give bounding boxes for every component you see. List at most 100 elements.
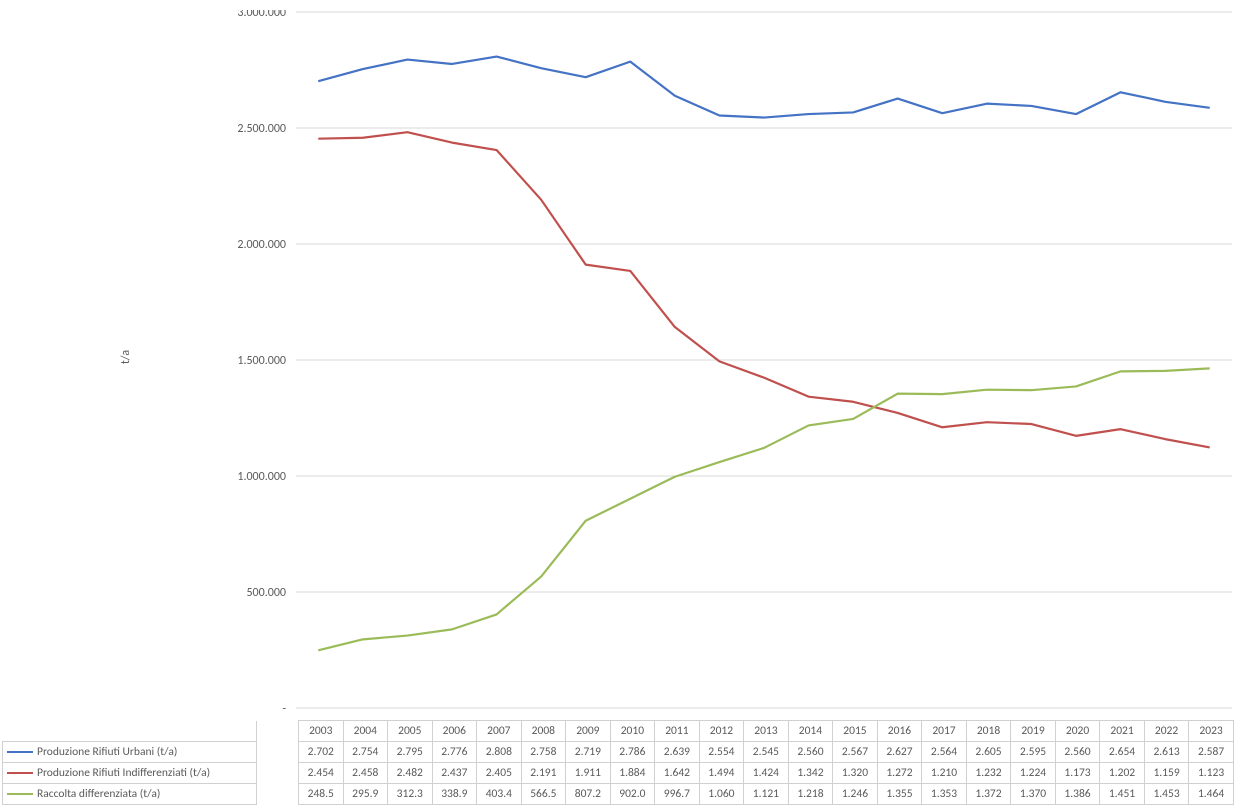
data-cell: 1.372 xyxy=(966,784,1011,805)
legend-swatch xyxy=(7,772,33,774)
y-tick-label: - xyxy=(282,702,286,710)
year-header: 2023 xyxy=(1189,721,1234,742)
data-cell: 1.121 xyxy=(744,784,789,805)
data-cell: 1.218 xyxy=(788,784,833,805)
data-cell: 295.9 xyxy=(343,784,388,805)
data-cell: 1.060 xyxy=(699,784,744,805)
series-name-text: Raccolta differenziata (t/a) xyxy=(37,787,160,801)
year-header: 2005 xyxy=(388,721,433,742)
data-cell: 2.458 xyxy=(343,763,388,784)
data-cell: 1.320 xyxy=(833,763,878,784)
year-header: 2021 xyxy=(1100,721,1145,742)
series-line xyxy=(318,57,1209,118)
data-cell: 2.758 xyxy=(521,742,566,763)
data-cell: 1.386 xyxy=(1055,784,1100,805)
data-cell: 2.754 xyxy=(343,742,388,763)
year-header: 2006 xyxy=(432,721,477,742)
data-cell: 1.210 xyxy=(922,763,967,784)
series-line xyxy=(318,368,1209,650)
y-axis-title: t/a xyxy=(119,350,133,364)
year-header: 2009 xyxy=(566,721,611,742)
year-header: 2004 xyxy=(343,721,388,742)
series-label: Raccolta differenziata (t/a) xyxy=(3,784,257,805)
series-line xyxy=(318,132,1209,447)
data-cell: 2.554 xyxy=(699,742,744,763)
series-name-text: Produzione Rifiuti Indifferenziati (t/a) xyxy=(37,766,210,780)
data-cell: 1.272 xyxy=(877,763,922,784)
year-header: 2020 xyxy=(1055,721,1100,742)
data-cell: 2.545 xyxy=(744,742,789,763)
data-cell: 2.482 xyxy=(388,763,433,784)
data-cell: 1.370 xyxy=(1011,784,1056,805)
line-chart-svg: -500.0001.000.0001.500.0002.000.0002.500… xyxy=(190,10,1233,710)
data-cell: 2.795 xyxy=(388,742,433,763)
data-table: 2003200420052006200720082009201020112012… xyxy=(2,720,1234,805)
legend-swatch xyxy=(7,793,33,795)
data-cell: 2.808 xyxy=(477,742,522,763)
series-name-text: Produzione Rifiuti Urbani (t/a) xyxy=(37,745,177,759)
data-cell: 2.405 xyxy=(477,763,522,784)
data-cell: 2.639 xyxy=(655,742,700,763)
data-cell: 2.587 xyxy=(1189,742,1234,763)
year-header: 2017 xyxy=(922,721,967,742)
data-cell: 2.654 xyxy=(1100,742,1145,763)
year-header: 2022 xyxy=(1144,721,1189,742)
data-cell: 1.353 xyxy=(922,784,967,805)
y-tick-label: 500.000 xyxy=(246,586,286,600)
year-header: 2013 xyxy=(744,721,789,742)
data-cell: 807.2 xyxy=(566,784,611,805)
data-cell: 1.464 xyxy=(1189,784,1234,805)
legend-swatch xyxy=(7,751,33,753)
year-header: 2007 xyxy=(477,721,522,742)
data-cell: 1.246 xyxy=(833,784,878,805)
data-cell: 2.786 xyxy=(610,742,655,763)
year-header: 2016 xyxy=(877,721,922,742)
data-cell: 403.4 xyxy=(477,784,522,805)
year-header: 2018 xyxy=(966,721,1011,742)
data-cell: 2.595 xyxy=(1011,742,1056,763)
chart-area: -500.0001.000.0001.500.0002.000.0002.500… xyxy=(190,10,1233,710)
y-tick-label: 2.500.000 xyxy=(237,122,286,136)
y-tick-label: 3.000.000 xyxy=(237,10,286,20)
data-cell: 902.0 xyxy=(610,784,655,805)
year-header: 2012 xyxy=(699,721,744,742)
year-header: 2010 xyxy=(610,721,655,742)
data-cell: 1.494 xyxy=(699,763,744,784)
year-header: 2019 xyxy=(1011,721,1056,742)
year-header: 2003 xyxy=(299,721,344,742)
chart-container: t/a -500.0001.000.0001.500.0002.000.0002… xyxy=(0,0,1235,810)
data-cell: 1.202 xyxy=(1100,763,1145,784)
data-cell: 2.605 xyxy=(966,742,1011,763)
year-header: 2011 xyxy=(655,721,700,742)
data-cell: 2.627 xyxy=(877,742,922,763)
year-header: 2015 xyxy=(833,721,878,742)
data-cell: 2.776 xyxy=(432,742,477,763)
data-cell: 1.224 xyxy=(1011,763,1056,784)
series-label: Produzione Rifiuti Urbani (t/a) xyxy=(3,742,257,763)
data-cell: 1.123 xyxy=(1189,763,1234,784)
data-cell: 1.232 xyxy=(966,763,1011,784)
year-header: 2014 xyxy=(788,721,833,742)
year-header: 2008 xyxy=(521,721,566,742)
series-label: Produzione Rifiuti Indifferenziati (t/a) xyxy=(3,763,257,784)
data-cell: 1.173 xyxy=(1055,763,1100,784)
data-cell: 2.560 xyxy=(788,742,833,763)
data-cell: 1.159 xyxy=(1144,763,1189,784)
y-tick-label: 1.000.000 xyxy=(237,470,286,484)
data-cell: 338.9 xyxy=(432,784,477,805)
table-header-blank xyxy=(3,721,257,742)
data-cell: 2.191 xyxy=(521,763,566,784)
data-cell: 1.424 xyxy=(744,763,789,784)
data-cell: 1.355 xyxy=(877,784,922,805)
data-cell: 312.3 xyxy=(388,784,433,805)
data-cell: 2.613 xyxy=(1144,742,1189,763)
data-cell: 1.453 xyxy=(1144,784,1189,805)
data-cell: 2.702 xyxy=(299,742,344,763)
data-cell: 2.560 xyxy=(1055,742,1100,763)
data-cell: 996.7 xyxy=(655,784,700,805)
data-cell: 1.911 xyxy=(566,763,611,784)
y-tick-label: 2.000.000 xyxy=(237,238,286,252)
data-cell: 566.5 xyxy=(521,784,566,805)
data-cell: 1.342 xyxy=(788,763,833,784)
data-cell: 1.884 xyxy=(610,763,655,784)
